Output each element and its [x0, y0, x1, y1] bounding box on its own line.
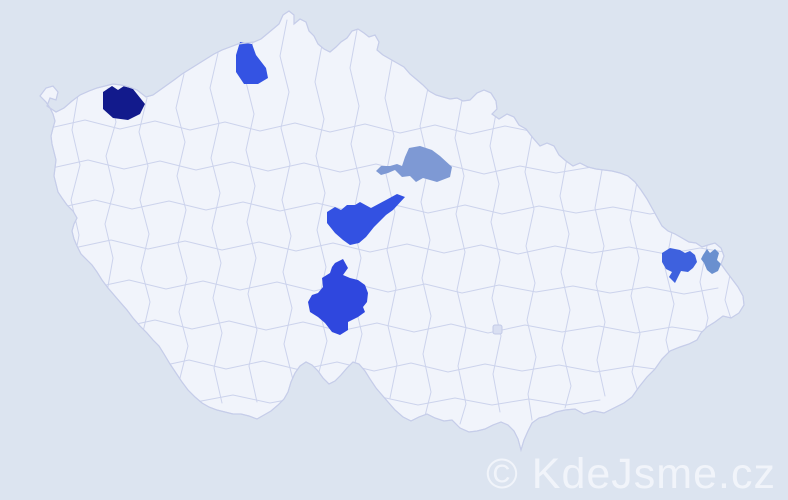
- district-highlight-northwest: [103, 86, 145, 120]
- small-city-district: [492, 324, 503, 335]
- district-highlight-north: [236, 42, 268, 84]
- district-highlight-vysocina: [308, 259, 368, 335]
- highlighted-districts: [103, 42, 721, 335]
- district-highlight-northeast-moravia-east: [701, 249, 721, 274]
- watermark: © KdeJsme.cz: [486, 450, 776, 498]
- district-highlight-northeast-moravia-west: [662, 248, 697, 283]
- district-highlight-central-bohemia: [327, 194, 405, 245]
- district-highlight-east-bohemia: [376, 146, 452, 182]
- district-borders-mesh: [49, 19, 737, 425]
